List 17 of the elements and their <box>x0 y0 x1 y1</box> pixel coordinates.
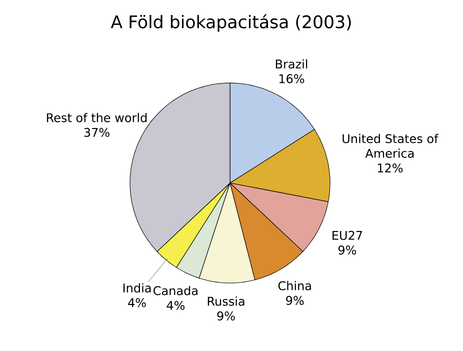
slice-label: Brazil <box>276 59 308 69</box>
data-label: 9% <box>217 311 235 320</box>
data-label: 9% <box>338 246 356 255</box>
slice-label: China <box>278 281 311 290</box>
slice-label: United States of America <box>342 134 438 158</box>
chart-title: A Föld biokapacitása (2003) <box>110 14 351 32</box>
data-label: 37% <box>84 128 110 137</box>
data-label: 4% <box>128 298 146 308</box>
data-label: 16% <box>279 74 304 84</box>
data-label: 4% <box>166 300 185 310</box>
slice-label: Russia <box>208 296 244 306</box>
data-label: 12% <box>378 163 403 173</box>
data-label: 9% <box>286 296 304 305</box>
slice-label: India <box>123 283 151 293</box>
slice-label: EU27 <box>332 230 362 240</box>
slice-label: Rest of the world <box>46 112 147 122</box>
slice-label: Canada <box>154 286 198 296</box>
